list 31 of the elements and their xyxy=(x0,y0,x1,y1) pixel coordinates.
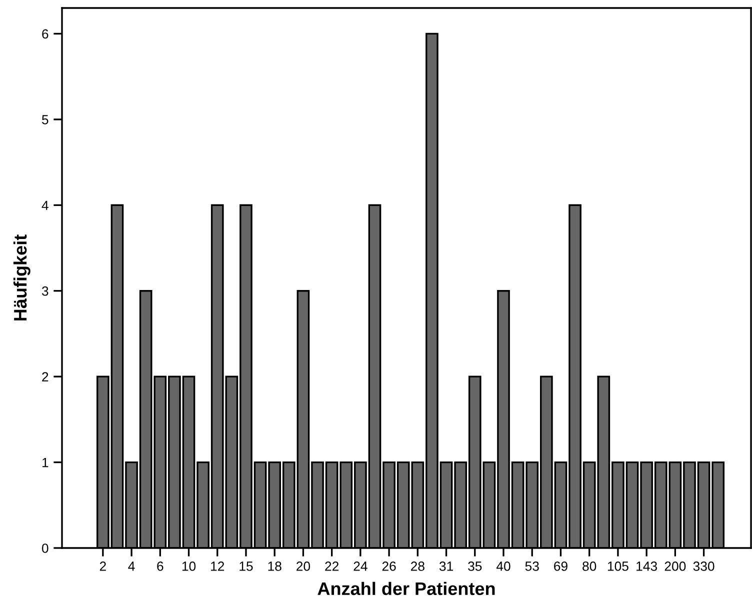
x-tick-label: 31 xyxy=(439,562,453,571)
x-tick-label: 40 xyxy=(496,562,510,571)
x-tick-label: 12 xyxy=(211,562,224,571)
y-tick-label: 4 xyxy=(42,200,48,210)
y-tick-label: 0 xyxy=(42,544,48,553)
x-tick-label: 4 xyxy=(128,562,135,571)
x-tick-label: 10 xyxy=(182,562,196,571)
x-axis-title: Anzahl der Patienten xyxy=(318,582,495,596)
y-tick-label: 6 xyxy=(42,29,48,39)
x-tick-label: 35 xyxy=(468,562,482,571)
x-tick-label: 69 xyxy=(554,562,568,571)
y-tick-label: 5 xyxy=(42,115,48,124)
y-tick-label: 3 xyxy=(42,286,48,296)
x-tick-label: 28 xyxy=(410,562,424,571)
x-tick-label: 200 xyxy=(664,562,686,571)
x-tick-label: 15 xyxy=(240,562,253,571)
x-tick-label: 6 xyxy=(157,562,164,571)
x-tick-label: 2 xyxy=(100,562,106,571)
x-tick-label: 105 xyxy=(608,562,628,571)
x-tick-label: 20 xyxy=(296,562,310,571)
x-tick-label: 80 xyxy=(582,562,596,571)
x-tick-label: 330 xyxy=(693,562,714,571)
x-tick-label: 143 xyxy=(636,562,657,571)
x-tick-label: 18 xyxy=(268,562,282,571)
y-tick-label: 2 xyxy=(42,372,48,382)
x-tick-label: 26 xyxy=(382,562,396,571)
x-tick-label: 53 xyxy=(525,562,539,571)
y-axis-title: Häufigkeit xyxy=(13,234,30,320)
y-tick-label: 1 xyxy=(42,458,48,468)
x-tick-label: 24 xyxy=(354,562,368,571)
x-tick-label: 22 xyxy=(325,562,338,571)
